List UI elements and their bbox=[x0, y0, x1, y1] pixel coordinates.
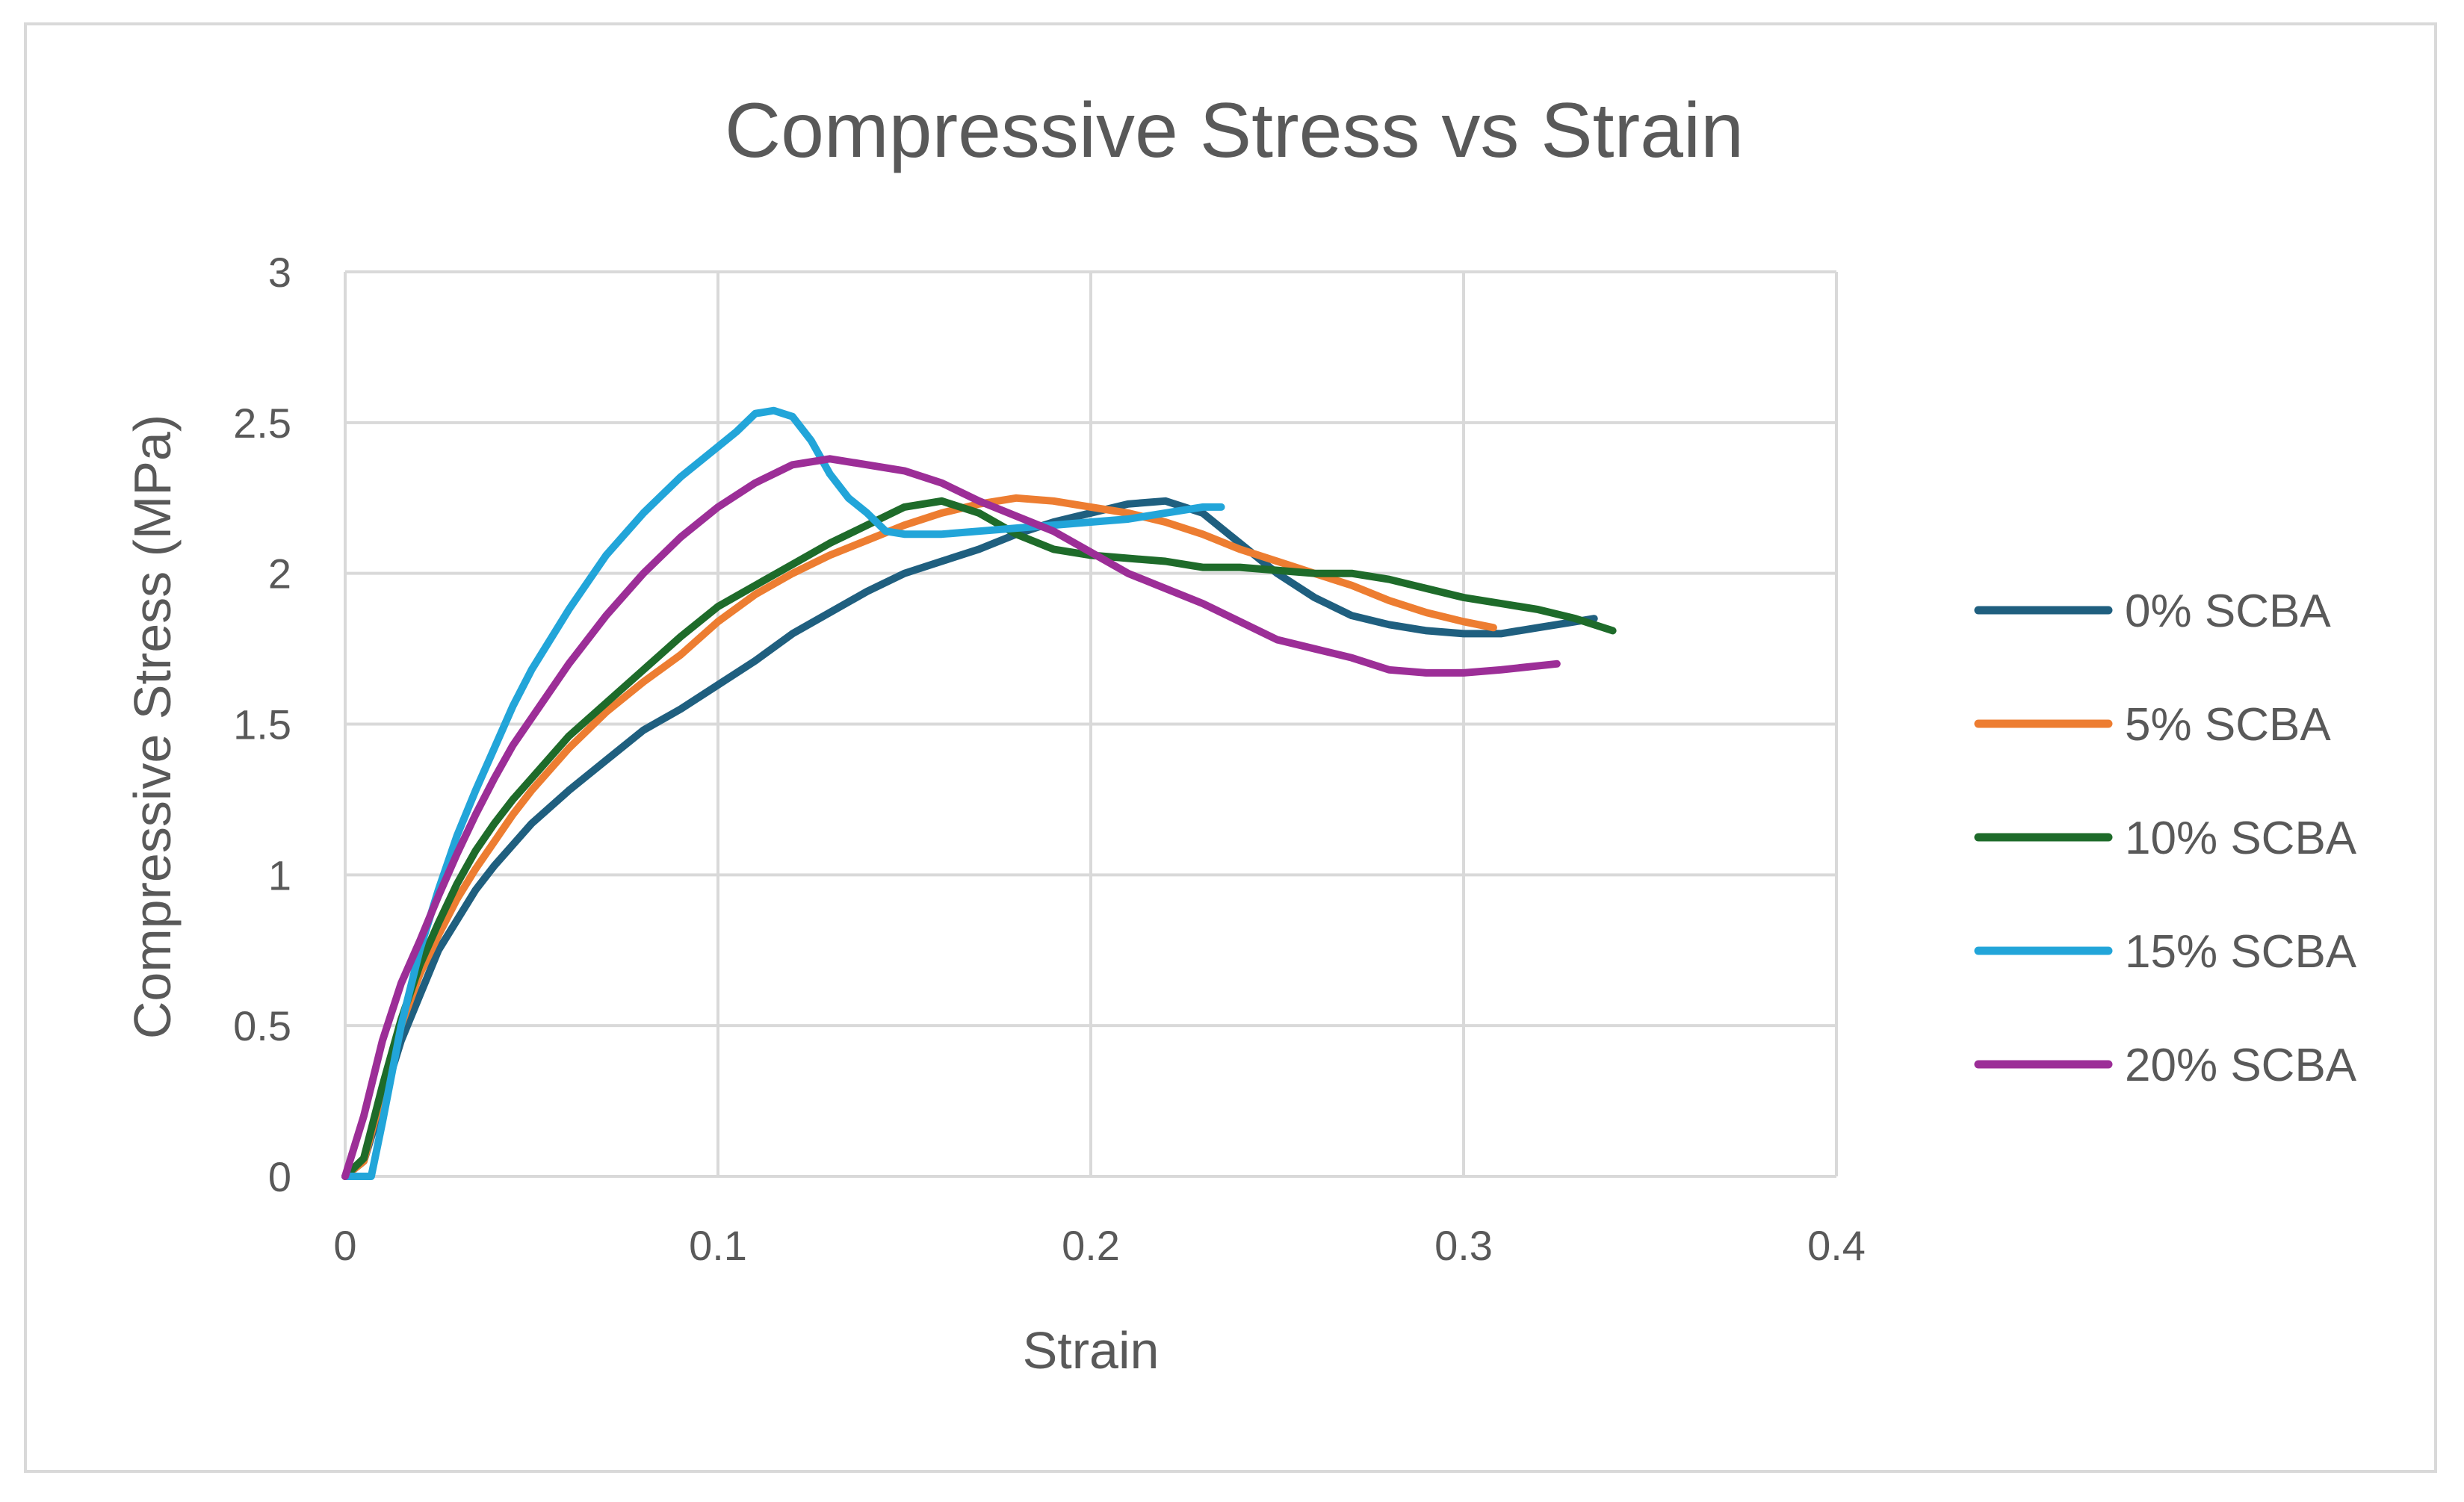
series-line-15-scba bbox=[341, 406, 1225, 1180]
series-line-10-scba bbox=[341, 497, 1617, 1180]
chart-area bbox=[24, 22, 2437, 1473]
chart-title: Compressive Stress vs Strain bbox=[725, 87, 1744, 174]
y-tick-label: 0.5 bbox=[233, 1002, 291, 1049]
x-tick-label: 0.4 bbox=[1807, 1222, 1866, 1269]
series-line-5-scba bbox=[341, 494, 1497, 1180]
x-tick-label: 0.3 bbox=[1434, 1222, 1493, 1269]
x-tick-label: 0.1 bbox=[689, 1222, 747, 1269]
y-tick-label: 1.5 bbox=[233, 701, 291, 748]
x-tick-label: 0 bbox=[333, 1222, 356, 1269]
y-tick-label: 2.5 bbox=[233, 400, 291, 447]
legend-label: 20% SCBA bbox=[2125, 1040, 2357, 1091]
x-axis-ticks: 0 0.1 0.2 0.3 0.4 bbox=[333, 1222, 1866, 1269]
series-line-0-scba bbox=[341, 497, 1598, 1180]
legend-label: 0% SCBA bbox=[2125, 586, 2331, 637]
gridlines bbox=[344, 270, 1838, 1178]
y-axis-title: Compressive Stress (MPa) bbox=[123, 415, 182, 1039]
legend-label: 15% SCBA bbox=[2125, 926, 2357, 978]
y-tick-label: 1 bbox=[268, 851, 291, 899]
legend-label: 5% SCBA bbox=[2125, 699, 2331, 751]
y-tick-label: 0 bbox=[268, 1153, 291, 1200]
y-axis-ticks: 0 0.5 1 1.5 2 2.5 3 bbox=[233, 249, 291, 1200]
y-tick-label: 2 bbox=[268, 550, 291, 598]
y-tick-label: 3 bbox=[268, 249, 291, 296]
legend-label: 10% SCBA bbox=[2125, 813, 2357, 864]
x-axis-title: Strain bbox=[1023, 1321, 1160, 1380]
plot-series bbox=[341, 406, 1617, 1180]
x-tick-label: 0.2 bbox=[1062, 1222, 1120, 1269]
legend: 0% SCBA 5% SCBA 10% SCBA 15% SCBA 20% SCBA bbox=[1974, 586, 2357, 1091]
series-line-20-scba bbox=[341, 455, 1561, 1180]
